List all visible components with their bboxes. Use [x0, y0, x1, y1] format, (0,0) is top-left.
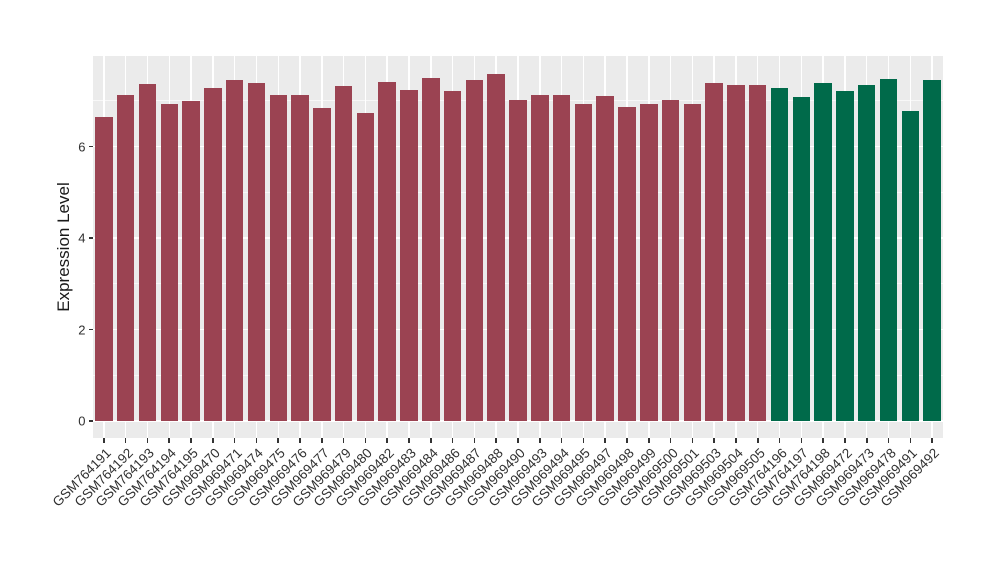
y-axis-tick-label: 6 — [78, 139, 86, 155]
x-axis-tick — [124, 438, 127, 443]
x-axis-tick — [386, 438, 389, 443]
bar-GSM764192 — [116, 94, 135, 422]
bar-GSM969476 — [291, 95, 309, 422]
y-axis-tick — [88, 420, 93, 422]
x-axis-tick — [887, 438, 890, 443]
x-axis-tick — [342, 438, 345, 443]
x-axis-tick — [408, 438, 410, 443]
x-axis-tick — [560, 438, 563, 443]
x-axis-tick — [647, 438, 650, 443]
x-axis-tick — [735, 438, 737, 443]
bar-GSM969499 — [640, 103, 658, 422]
x-axis-tick — [321, 438, 323, 443]
bar-GSM969494 — [552, 95, 571, 422]
bar-GSM969490 — [509, 99, 527, 422]
x-axis-tick — [451, 438, 454, 443]
bar-GSM969482 — [378, 81, 396, 422]
x-axis-tick — [233, 438, 236, 443]
x-axis-tick — [909, 438, 912, 443]
x-axis-tick — [626, 438, 628, 443]
bar-GSM969492 — [923, 80, 941, 422]
x-axis-tick — [212, 438, 214, 443]
x-axis-tick — [800, 438, 803, 443]
x-axis-tick — [713, 438, 715, 443]
x-axis-tick — [190, 438, 192, 443]
plot-panel — [93, 56, 943, 438]
y-axis-tick — [88, 145, 93, 148]
bar-GSM969477 — [313, 107, 331, 422]
y-axis-title: Expression Level — [54, 182, 73, 312]
x-axis-tick — [473, 438, 476, 443]
bar-GSM969478 — [879, 78, 898, 422]
x-axis-tick — [538, 438, 541, 443]
x-axis-tick — [669, 438, 672, 443]
x-axis-tick — [756, 438, 759, 443]
bar-GSM969472 — [836, 90, 854, 422]
bar-GSM969473 — [857, 85, 876, 422]
x-axis-tick — [103, 438, 105, 443]
y-axis-tick-label: 4 — [78, 230, 86, 246]
x-axis-tick — [691, 438, 694, 443]
bar-GSM969493 — [531, 94, 549, 422]
bar-GSM969504 — [727, 85, 745, 422]
bar-GSM969497 — [596, 96, 614, 422]
x-axis-tick — [582, 438, 585, 443]
x-axis-tick — [822, 438, 824, 443]
bar-GSM969480 — [356, 113, 375, 422]
bar-GSM969486 — [443, 91, 462, 422]
bar-GSM969475 — [269, 94, 287, 422]
x-axis-tick — [931, 438, 933, 443]
x-axis-tick — [865, 438, 868, 443]
x-axis-tick — [517, 438, 519, 443]
bar-GSM969505 — [748, 85, 767, 422]
x-axis-tick — [277, 438, 280, 443]
bar-GSM969495 — [574, 104, 593, 422]
bar-GSM969500 — [661, 99, 680, 422]
bar-GSM969488 — [487, 74, 505, 422]
bar-GSM764193 — [138, 84, 157, 422]
bar-GSM764191 — [95, 117, 113, 422]
bar-GSM764196 — [770, 88, 789, 422]
bar-GSM969484 — [422, 78, 440, 422]
bar-GSM764195 — [182, 100, 200, 422]
bar-GSM969470 — [204, 88, 222, 422]
x-axis-tick — [146, 438, 149, 443]
x-axis-tick — [430, 438, 432, 443]
bar-GSM969491 — [901, 110, 920, 422]
x-axis-tick — [778, 438, 781, 443]
x-axis-tick — [604, 438, 606, 443]
x-axis-tick — [299, 438, 301, 443]
y-axis-tick-label: 2 — [78, 322, 86, 338]
x-axis-tick — [255, 438, 258, 443]
bar-GSM969487 — [465, 79, 484, 422]
bar-GSM969501 — [683, 104, 702, 422]
bar-GSM764197 — [792, 97, 811, 422]
y-axis-tick-label: 0 — [78, 413, 86, 429]
bar-GSM969479 — [334, 85, 353, 422]
bar-GSM969498 — [618, 106, 636, 422]
x-axis-tick — [495, 438, 497, 443]
bar-GSM969483 — [400, 90, 418, 422]
x-axis-tick — [364, 438, 367, 443]
x-axis-tick — [168, 438, 171, 443]
bar-GSM969503 — [705, 82, 723, 422]
bar-GSM969474 — [247, 83, 266, 422]
bar-GSM764198 — [814, 82, 832, 422]
bar-GSM764194 — [160, 104, 179, 422]
bar-GSM969471 — [225, 79, 244, 422]
x-axis-tick — [844, 438, 846, 443]
y-axis-tick — [88, 328, 93, 331]
y-axis-tick — [88, 237, 93, 239]
